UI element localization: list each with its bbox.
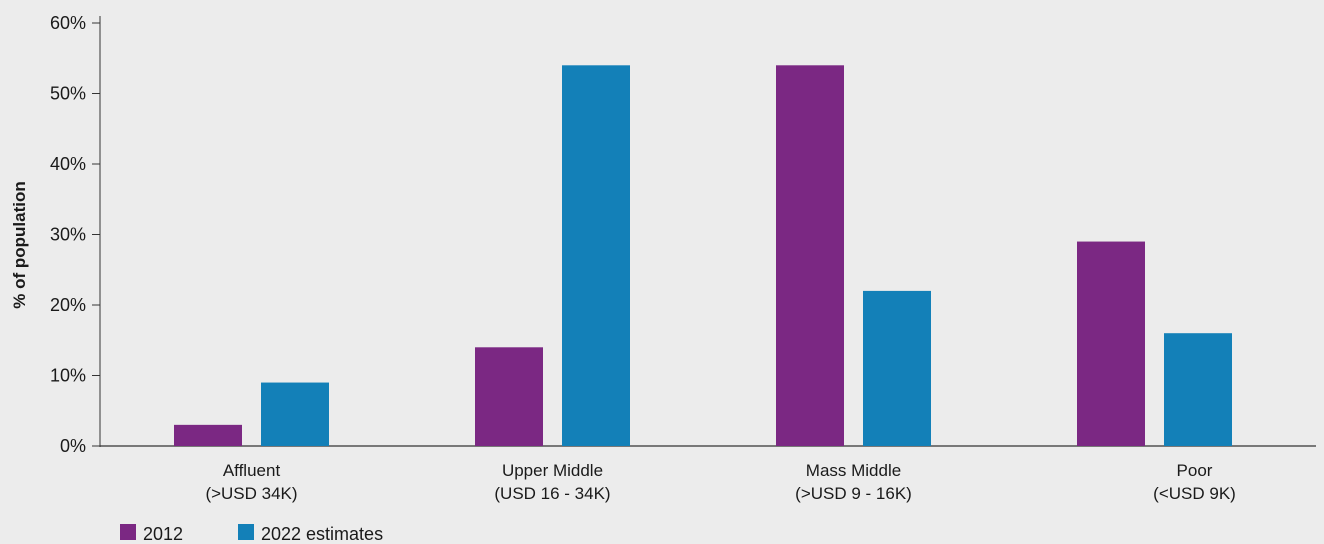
bar-2012-1: [475, 347, 543, 446]
y-tick-label: 0%: [60, 436, 86, 456]
y-tick-label: 10%: [50, 366, 86, 386]
category-label: Affluent: [223, 461, 281, 480]
bar-2022-estimates-1: [562, 65, 630, 447]
y-tick-label: 20%: [50, 295, 86, 315]
y-axis-ticks: 0% 10% 20% 30% 40% 50% 60%: [50, 13, 100, 456]
y-tick-label: 60%: [50, 13, 86, 33]
category-label: (>USD 9 - 16K): [795, 484, 912, 503]
legend-label: 2012: [143, 524, 183, 544]
category-label: (USD 16 - 34K): [494, 484, 610, 503]
legend: 2012 2022 estimates: [120, 524, 383, 544]
y-tick-label: 30%: [50, 225, 86, 245]
bar-2012-3: [1077, 241, 1145, 446]
y-axis-title: % of population: [10, 181, 29, 308]
category-label: (>USD 34K): [205, 484, 297, 503]
category-label: Mass Middle: [806, 461, 901, 480]
y-tick-label: 40%: [50, 154, 86, 174]
y-tick-label: 50%: [50, 84, 86, 104]
legend-label: 2022 estimates: [261, 524, 383, 544]
bar-2012-0: [174, 424, 242, 446]
bar-2012-2: [776, 65, 844, 447]
bars: [174, 65, 1232, 447]
category-labels: Affluent (>USD 34K) Upper Middle (USD 16 - …: [205, 461, 1235, 503]
category-label: Poor: [1177, 461, 1213, 480]
bar-2022-estimates-2: [863, 290, 931, 446]
bar-2022-estimates-0: [261, 382, 329, 446]
legend-swatch-2022-estimates: [238, 524, 254, 540]
category-label: (<USD 9K): [1153, 484, 1236, 503]
bar-2022-estimates-3: [1164, 333, 1232, 446]
category-label: Upper Middle: [502, 461, 603, 480]
y-axis-title-group: % of population: [10, 181, 29, 308]
legend-swatch-2012: [120, 524, 136, 540]
